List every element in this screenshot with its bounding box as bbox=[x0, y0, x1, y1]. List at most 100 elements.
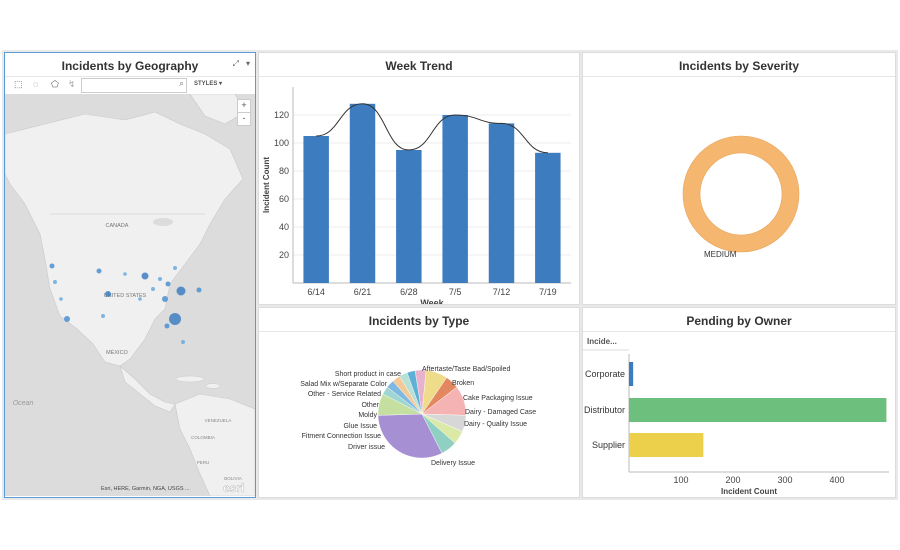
slice-label: Fitment Connection Issue bbox=[302, 433, 381, 440]
column-header: Incide... bbox=[587, 337, 617, 346]
severity-divider bbox=[583, 76, 895, 77]
incident-marker bbox=[141, 272, 149, 280]
pending-chart[interactable]: Incide... Corporate Distributor Supplier 100… bbox=[583, 332, 895, 497]
slice-label: Aftertaste/Taste Bad/Spoiled bbox=[422, 366, 510, 373]
hispaniola-island bbox=[205, 383, 221, 389]
incident-marker bbox=[151, 287, 155, 291]
pie-slice bbox=[421, 413, 456, 454]
bar bbox=[629, 398, 887, 422]
map-label-us: UNITED STATES bbox=[104, 293, 147, 299]
search-icon[interactable]: ⌕ bbox=[178, 78, 184, 88]
x-axis-label: Incident Count bbox=[721, 487, 777, 496]
slice-label: Other bbox=[361, 402, 379, 409]
north-america-landmass bbox=[5, 111, 244, 367]
expand-icon[interactable]: ⤢ bbox=[232, 59, 239, 68]
map-label-bolivia: BOLIVIA bbox=[224, 476, 242, 481]
y-tick-label: Corporate bbox=[585, 369, 625, 379]
zoom-in-button[interactable]: + bbox=[237, 99, 251, 113]
y-tick-label: 60 bbox=[279, 194, 289, 204]
slice-label: Moldy bbox=[358, 412, 377, 419]
map-panel[interactable]: Incidents by Geography ⤢ ▾ ⬚ ◌ ⬠ ↯ ⌕ STY… bbox=[4, 52, 256, 498]
x-tick-label: 6/14 bbox=[307, 287, 325, 297]
clear-selection-icon[interactable]: ↯ bbox=[68, 79, 76, 89]
bar bbox=[535, 152, 561, 283]
x-tick-label: 6/21 bbox=[354, 287, 372, 297]
bar bbox=[488, 123, 515, 284]
bar bbox=[442, 115, 468, 283]
trend-line bbox=[316, 103, 548, 154]
slice-label: Driver issue bbox=[348, 444, 385, 451]
select-polygon-icon[interactable]: ⬠ bbox=[51, 79, 59, 89]
map-attribution: Esri, HERE, Garmin, NGA, USGS ... bbox=[101, 486, 190, 492]
y-tick-label: Supplier bbox=[592, 440, 625, 450]
incident-markers[interactable] bbox=[49, 263, 202, 345]
zoom-in-label: + bbox=[241, 100, 247, 110]
donut-outline bbox=[682, 135, 800, 253]
y-tick-label: Distributor bbox=[584, 405, 625, 415]
type-chart[interactable]: Delivery Issue Driver issue Fitment Connec… bbox=[259, 332, 579, 497]
x-tick-label: 100 bbox=[673, 475, 688, 485]
x-tick-label: 6/28 bbox=[400, 287, 418, 297]
great-lakes bbox=[153, 218, 173, 226]
slice-label: Salad Mix w/Separate Color bbox=[300, 381, 387, 388]
pending-panel: Pending by Owner Incide... Corporate Distr… bbox=[582, 307, 896, 498]
map-search-input[interactable]: ⌕ bbox=[81, 78, 187, 93]
slice-label: Other - Service Related bbox=[308, 391, 381, 398]
slice-label: Dairy - Quality Issue bbox=[464, 421, 527, 428]
incident-marker bbox=[164, 323, 170, 329]
map-label-ocean: Ocean bbox=[13, 400, 34, 407]
map-title: Incidents by Geography bbox=[61, 59, 199, 73]
incident-marker bbox=[123, 272, 127, 276]
incident-marker bbox=[169, 313, 181, 325]
incident-marker bbox=[101, 314, 105, 318]
map-label-colombia: COLOMBIA bbox=[191, 435, 215, 440]
south-america-landmass bbox=[174, 393, 255, 496]
zoom-out-label: - bbox=[242, 113, 246, 123]
chevron-down-icon[interactable]: ▾ bbox=[245, 59, 250, 68]
central-america-landmass bbox=[119, 365, 176, 413]
greenland-landmass bbox=[189, 94, 246, 125]
map-label-canada: CANADA bbox=[106, 223, 129, 229]
type-divider bbox=[259, 331, 579, 332]
incident-marker bbox=[105, 291, 111, 297]
dashboard: Incidents by Geography ⤢ ▾ ⬚ ◌ ⬠ ↯ ⌕ STY… bbox=[2, 50, 898, 500]
incident-marker bbox=[158, 277, 162, 281]
y-axis-label: Incident Count bbox=[262, 157, 271, 213]
map-canvas[interactable]: CANADA UNITED STATES MÉXICO Ocean VENEZU… bbox=[5, 94, 255, 496]
styles-button[interactable]: STYLES ▾ bbox=[194, 81, 223, 87]
pending-title: Pending by Owner bbox=[686, 314, 792, 328]
select-lasso-icon[interactable]: ◌ bbox=[33, 79, 39, 89]
select-rectangle-icon[interactable]: ⬚ bbox=[14, 79, 23, 89]
week-trend-chart[interactable]: 20 40 60 80 100 120 6/14 6/21 6/28 7/5 7/12 7/19 Wee… bbox=[259, 77, 579, 304]
pie-slice bbox=[377, 413, 443, 459]
map-label-venezuela: VENEZUELA bbox=[205, 418, 232, 423]
incident-marker bbox=[49, 263, 55, 269]
incident-marker bbox=[96, 268, 102, 274]
map-label-mexico: MÉXICO bbox=[106, 349, 128, 356]
week-trend-panel: Week Trend 20 40 60 80 100 120 6/14 6/21 6/28 7/5… bbox=[258, 52, 580, 305]
x-tick-label: 7/12 bbox=[493, 287, 511, 297]
slice-label: Glue Issue bbox=[344, 423, 378, 430]
styles-label: STYLES bbox=[194, 81, 218, 87]
map-toolbar: ⬚ ◌ ⬠ ↯ ⌕ STYLES ▾ bbox=[5, 77, 255, 94]
severity-title: Incidents by Severity bbox=[678, 59, 800, 73]
incident-marker bbox=[173, 266, 177, 270]
type-title: Incidents by Type bbox=[368, 314, 470, 328]
zoom-out-button[interactable]: - bbox=[237, 112, 251, 126]
slice-label: MEDIUM bbox=[704, 250, 737, 259]
week-trend-divider bbox=[259, 76, 579, 77]
severity-chart[interactable]: MEDIUM bbox=[583, 77, 895, 304]
incident-marker bbox=[181, 340, 185, 344]
slice-label: Dairy - Damaged Case bbox=[465, 409, 536, 416]
incident-marker bbox=[59, 297, 63, 301]
incident-marker bbox=[138, 297, 142, 301]
cuba-island bbox=[175, 375, 205, 383]
incident-marker bbox=[162, 296, 168, 302]
incident-marker bbox=[165, 281, 171, 287]
slice-label: Short product in case bbox=[335, 371, 401, 378]
incident-marker bbox=[53, 280, 57, 284]
incident-marker bbox=[176, 286, 186, 296]
x-axis-label: Week bbox=[420, 298, 444, 304]
pending-divider bbox=[583, 331, 895, 332]
x-tick-label: 400 bbox=[829, 475, 844, 485]
